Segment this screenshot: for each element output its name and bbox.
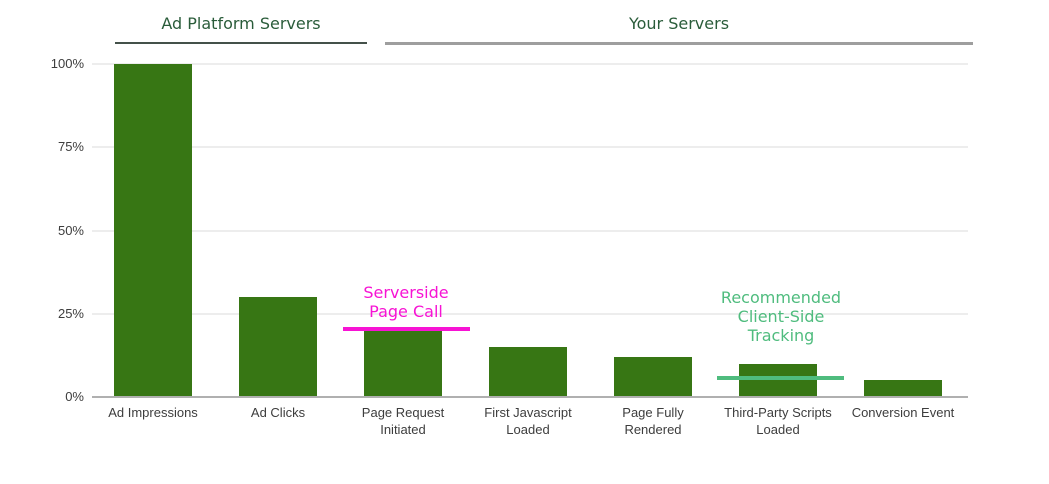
bar-conversion-event (864, 380, 942, 397)
group-header-ad-platform-servers: Ad Platform Servers (161, 14, 321, 33)
gridline (92, 63, 968, 65)
bar-third-party-scripts-loaded (739, 363, 817, 397)
gridline (92, 312, 968, 315)
bar-ad-clicks (239, 297, 317, 397)
annotation-line-recommended (717, 376, 844, 381)
bar-ad-impressions (114, 64, 192, 397)
annotation-recommended-client-side-tracking: Recommended Client-Side Tracking (720, 288, 842, 345)
y-axis-tick-label: 50% (57, 222, 84, 238)
x-axis-label-conversion-event: Conversion Event (851, 405, 955, 420)
annotation-line-serverside (343, 326, 470, 331)
y-axis-tick-label: 25% (57, 305, 84, 321)
gridline (92, 229, 968, 232)
bar-page-fully-rendered (614, 357, 692, 397)
y-axis-tick-label: 100% (50, 56, 84, 71)
bar-page-request-initiated (364, 330, 442, 397)
y-axis-tick-label: 0% (65, 389, 84, 404)
annotation-serverside-page-call: Serverside Page Call (363, 283, 449, 321)
x-axis-label-ad-impressions: Ad Impressions (108, 405, 198, 420)
group-header-your-servers: Your Servers (628, 14, 730, 33)
gridline (92, 146, 968, 149)
group-underline-ad-platform-servers (115, 42, 367, 44)
x-axis-label-third-party-scripts-loaded: Third-Party Scripts Loaded (724, 405, 832, 437)
group-underline-your-servers (385, 42, 973, 45)
y-axis-tick-label: 75% (57, 139, 84, 155)
x-axis-label-page-request-initiated: Page Request Initiated (361, 405, 445, 437)
x-axis-label-ad-clicks: Ad Clicks (250, 405, 306, 420)
x-axis-label-page-fully-rendered: Page Fully Rendered (622, 405, 684, 437)
x-axis-label-first-javascript-loaded: First Javascript Loaded (484, 405, 572, 437)
bar-first-javascript-loaded (489, 347, 567, 397)
plot-area (92, 63, 968, 398)
x-axis-baseline (92, 396, 968, 398)
